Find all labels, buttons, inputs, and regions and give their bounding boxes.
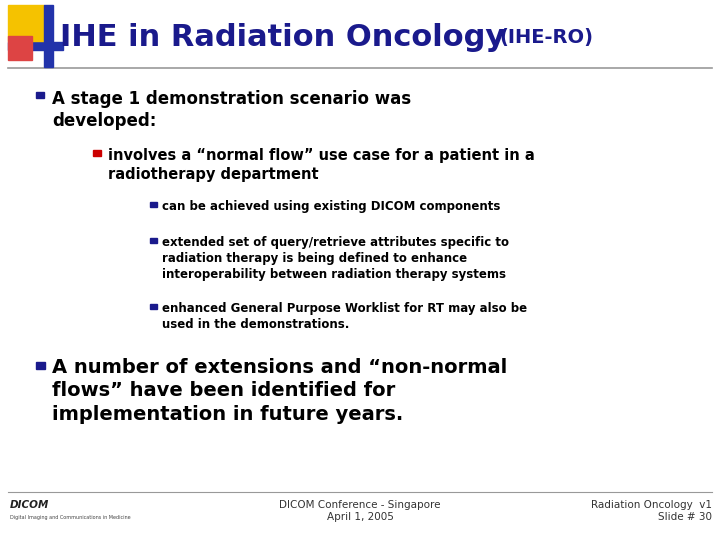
Bar (8, 36, 32, 60)
Bar (150, 304, 157, 309)
Text: Digital Imaging and Communications in Medicine: Digital Imaging and Communications in Me… (10, 515, 130, 520)
Bar (150, 202, 157, 207)
Text: (IHE-RO): (IHE-RO) (499, 29, 593, 48)
Bar (8, 42, 63, 50)
Text: A stage 1 demonstration scenario was
developed:: A stage 1 demonstration scenario was dev… (52, 90, 411, 130)
Text: involves a “normal flow” use case for a patient in a
radiotherapy department: involves a “normal flow” use case for a … (108, 148, 535, 181)
Text: can be achieved using existing DICOM components: can be achieved using existing DICOM com… (162, 200, 500, 213)
Text: DICOM Conference - Singapore
April 1, 2005: DICOM Conference - Singapore April 1, 20… (279, 500, 441, 522)
Bar (150, 238, 157, 243)
Bar (93, 150, 101, 156)
Text: Radiation Oncology  v1
Slide # 30: Radiation Oncology v1 Slide # 30 (591, 500, 712, 522)
Text: IHE in Radiation Oncology: IHE in Radiation Oncology (60, 24, 505, 52)
Text: A number of extensions and “non-normal
flows” have been identified for
implement: A number of extensions and “non-normal f… (52, 358, 508, 424)
Bar (8, 5, 44, 41)
Text: extended set of query/retrieve attributes specific to
radiation therapy is being: extended set of query/retrieve attribute… (162, 236, 509, 281)
Text: enhanced General Purpose Worklist for RT may also be
used in the demonstrations.: enhanced General Purpose Worklist for RT… (162, 302, 527, 331)
Text: DICOM: DICOM (10, 500, 50, 510)
Bar (36, 362, 45, 369)
Bar (44, 5, 53, 67)
Bar (36, 92, 44, 98)
